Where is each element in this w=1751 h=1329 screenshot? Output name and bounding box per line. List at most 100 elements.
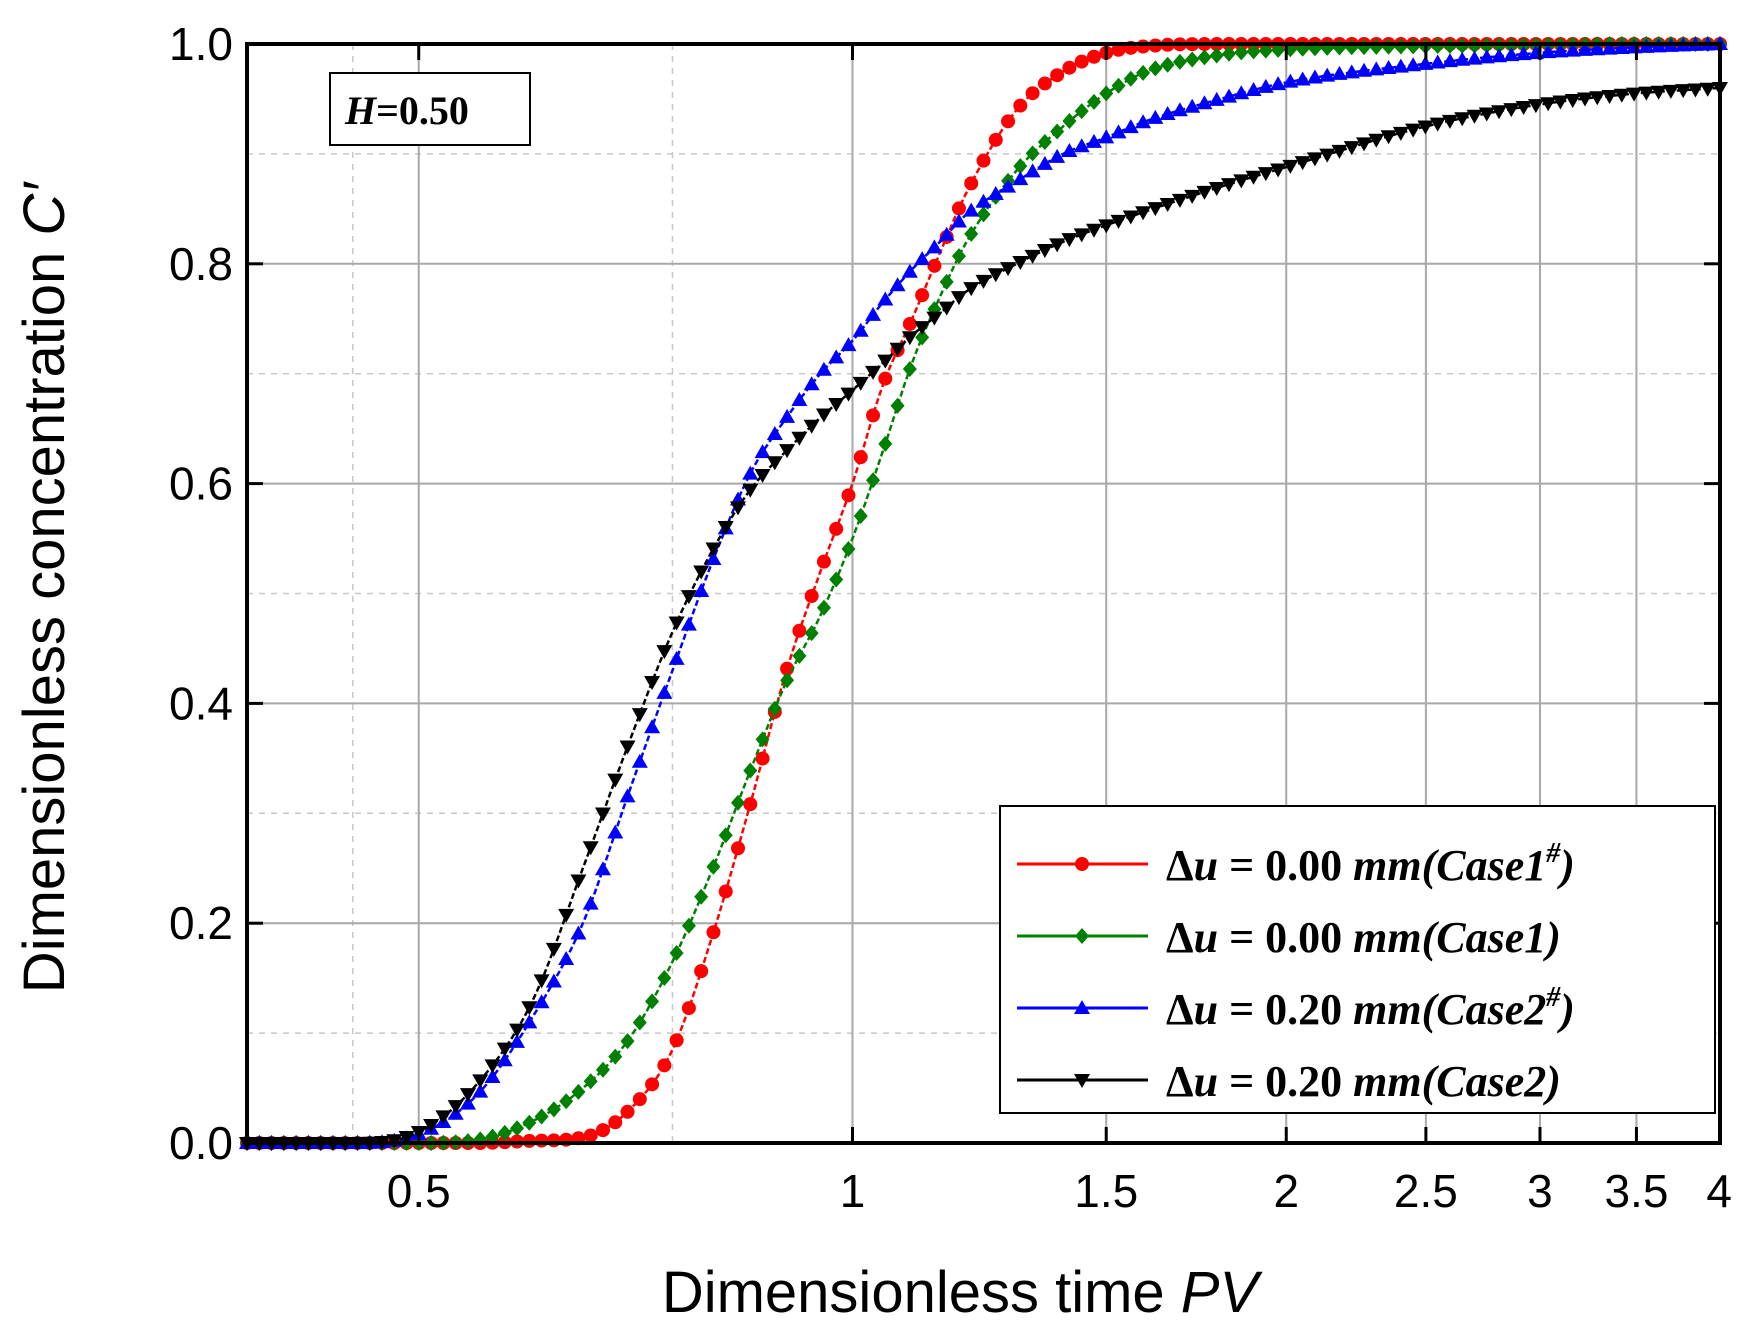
- data-point: [1111, 77, 1126, 94]
- data-point: [1601, 40, 1618, 55]
- legend-close: ): [1542, 1057, 1561, 1106]
- data-point: [1478, 107, 1495, 122]
- data-point: [645, 993, 660, 1010]
- data-point: [1564, 42, 1581, 57]
- data-point: [975, 193, 992, 208]
- data-point: [914, 251, 931, 266]
- legend-value: = 0.20: [1218, 1057, 1353, 1106]
- data-point: [803, 376, 820, 391]
- x-tick-label: 4: [1706, 1165, 1732, 1217]
- data-point: [766, 456, 783, 471]
- data-point: [1110, 214, 1127, 229]
- legend-sup: #: [1545, 982, 1561, 1013]
- data-point: [484, 1059, 501, 1074]
- data-point: [1601, 89, 1618, 104]
- annotation-box: [329, 72, 531, 146]
- x-tick-label: 3.5: [1604, 1165, 1668, 1217]
- axis-ticks: 0.0 0.2 0.4 0.6 0.8 1.0 0.5 1 1.5 2 2.5 3 3.5 4: [169, 18, 1732, 1217]
- data-point: [1368, 61, 1385, 76]
- series-markers: [239, 81, 1728, 1151]
- data-point: [1405, 123, 1422, 138]
- data-point: [951, 201, 966, 216]
- data-point: [1037, 76, 1052, 91]
- x-tick-label: 0.5: [387, 1165, 451, 1217]
- data-point: [657, 969, 672, 986]
- legend-close: ): [1556, 985, 1575, 1034]
- data-point: [1319, 148, 1336, 163]
- legend-label: Δu = 0.00 mm(Case1#): [1166, 838, 1575, 890]
- data-point: [1294, 156, 1311, 171]
- data-point: [1306, 152, 1323, 167]
- data-point: [939, 273, 954, 290]
- data-point: [902, 360, 917, 377]
- data-point: [1380, 59, 1397, 74]
- data-point: [1185, 51, 1200, 68]
- data-point: [816, 599, 831, 616]
- data-point: [447, 1100, 464, 1115]
- data-point: [926, 311, 943, 326]
- data-point: [950, 291, 967, 306]
- data-point: [669, 944, 684, 961]
- data-point: [595, 1123, 610, 1138]
- data-point: [718, 884, 733, 899]
- data-point: [901, 331, 918, 346]
- data-point: [1025, 86, 1040, 101]
- legend-marker: [1074, 1074, 1090, 1088]
- data-point: [570, 925, 587, 940]
- legend-item: Δu = 0.20 mm(Case2#): [1017, 982, 1575, 1034]
- data-point: [828, 397, 845, 412]
- data-point: [779, 408, 796, 423]
- data-point: [496, 1052, 513, 1067]
- data-point: [534, 1108, 549, 1125]
- data-point: [681, 1001, 696, 1016]
- data-point: [1429, 54, 1446, 69]
- data-point: [1552, 95, 1569, 110]
- data-point: [1000, 262, 1017, 277]
- data-point: [1589, 91, 1606, 106]
- data-point: [1417, 120, 1434, 135]
- data-point: [877, 291, 894, 306]
- data-point: [571, 1083, 586, 1100]
- data-point: [1196, 185, 1213, 200]
- data-point: [657, 1058, 672, 1073]
- data-point: [435, 1110, 452, 1125]
- data-point: [1626, 87, 1643, 102]
- data-point: [545, 942, 562, 957]
- data-point: [644, 675, 661, 690]
- data-point: [583, 1073, 598, 1090]
- legend-delta: Δ: [1166, 985, 1194, 1034]
- data-point: [522, 1133, 537, 1148]
- data-point: [1049, 238, 1066, 253]
- data-point: [791, 392, 808, 407]
- y-axis-label: Dimensionless concentration: [12, 252, 77, 993]
- x-axis-var: [1165, 1260, 1181, 1325]
- legend-marker: [1075, 857, 1089, 871]
- data-point: [1233, 85, 1250, 100]
- data-point: [680, 616, 697, 631]
- data-point: [705, 551, 722, 566]
- data-point: [915, 288, 930, 303]
- data-point: [1172, 53, 1187, 70]
- legend-box: [999, 805, 1716, 1114]
- data-point: [804, 625, 819, 642]
- data-point: [841, 541, 856, 558]
- data-point: [755, 751, 770, 766]
- data-point: [1085, 223, 1102, 238]
- data-point: [1417, 55, 1434, 70]
- series-4: [239, 81, 1728, 1151]
- data-point: [1111, 42, 1126, 57]
- data-point: [779, 444, 796, 459]
- legend-var: u: [1194, 1057, 1218, 1106]
- legend-marker: [1075, 928, 1089, 944]
- data-point: [1061, 142, 1078, 157]
- data-point: [816, 554, 831, 569]
- data-point: [841, 488, 856, 503]
- data-point: [1540, 97, 1557, 112]
- data-point: [718, 827, 733, 844]
- data-point: [1159, 197, 1176, 212]
- data-point: [730, 501, 746, 516]
- y-tick-label: 0.6: [169, 458, 233, 510]
- data-point: [1123, 70, 1138, 87]
- y-tick-label: 0.0: [169, 1117, 233, 1169]
